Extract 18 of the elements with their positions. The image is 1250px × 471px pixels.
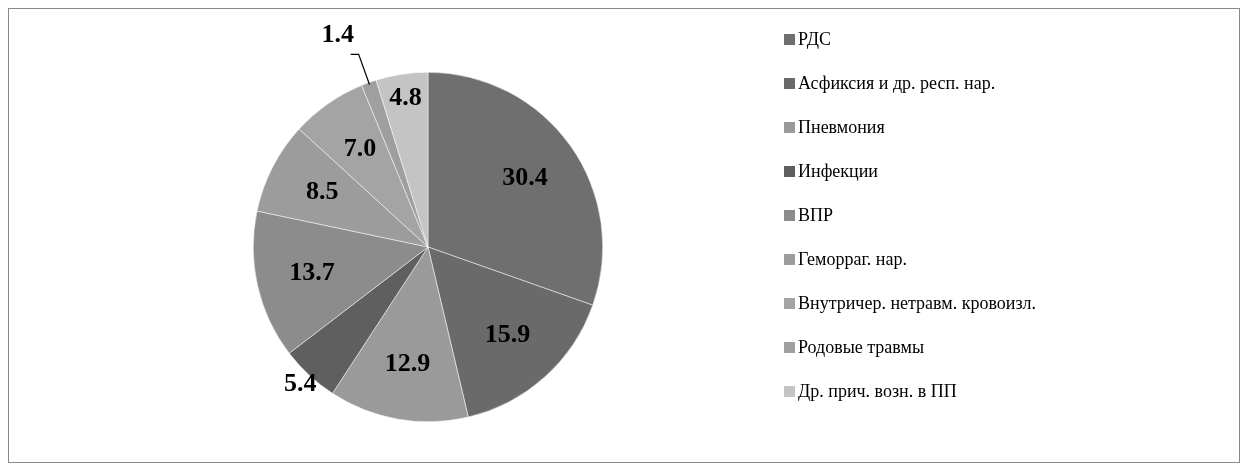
data-label: 7.0 (343, 133, 377, 163)
data-label: 15.9 (484, 319, 531, 349)
legend-label: РДС (798, 28, 831, 50)
legend-label: Геморраг. нар. (798, 248, 907, 270)
legend-label: ВПР (798, 204, 834, 226)
data-label: 4.8 (389, 82, 422, 112)
legend-label: Асфиксия и др. респ. нар. (798, 72, 996, 94)
data-label: 30.4 (502, 162, 548, 192)
legend-label: Др. прич. возн. в ПП (798, 380, 957, 402)
data-label: 13.7 (289, 257, 335, 286)
data-label: 5.4 (284, 368, 317, 398)
legend-label: Родовые травмы (798, 336, 925, 358)
data-label: 12.9 (384, 347, 431, 377)
data-label: 1.4 (321, 19, 355, 49)
legend-label: Инфекции (798, 160, 878, 182)
legend-label: Внутричер. нетравм. кровоизл. (798, 292, 1037, 314)
data-label: 8.5 (306, 176, 339, 206)
legend-label: Пневмония (798, 116, 885, 138)
